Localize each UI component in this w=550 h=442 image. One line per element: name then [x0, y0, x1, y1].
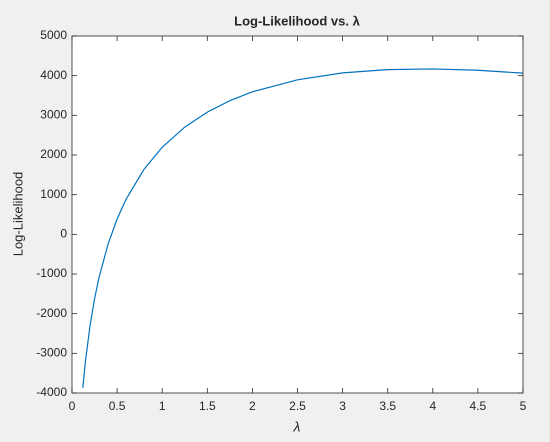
- y-tick-label: -1000: [36, 266, 67, 280]
- x-axis-label: λ: [293, 419, 301, 435]
- y-tick-label: -2000: [36, 306, 67, 320]
- x-tick-label: 0: [69, 399, 76, 413]
- x-tick-label: 1: [159, 399, 166, 413]
- y-tick-label: -3000: [36, 346, 67, 360]
- x-tick-label: 3.5: [379, 399, 396, 413]
- x-tick-label: 2: [249, 399, 256, 413]
- y-tick-label: 5000: [40, 28, 67, 42]
- x-tick-label: 5: [520, 399, 527, 413]
- axes-box: [71, 35, 524, 394]
- y-tick-label: 3000: [40, 108, 67, 122]
- y-tick-label: 2000: [40, 147, 67, 161]
- x-tick-label: 4: [429, 399, 436, 413]
- x-tick-label: 4.5: [470, 399, 487, 413]
- x-tick-label: 0.5: [109, 399, 126, 413]
- y-tick-label: 4000: [40, 68, 67, 82]
- y-tick-label: -4000: [36, 385, 67, 399]
- x-tick-label: 2.5: [289, 399, 306, 413]
- x-tick-label: 3: [339, 399, 346, 413]
- y-tick-label: 1000: [40, 187, 67, 201]
- y-axis-label: Log-Likelihood: [10, 172, 25, 257]
- plot-area: [72, 36, 523, 393]
- data-line: [82, 68, 523, 388]
- y-tick-label: 0: [60, 227, 67, 241]
- x-tick-label: 1.5: [199, 399, 216, 413]
- chart-title: Log-Likelihood vs. λ: [234, 13, 360, 28]
